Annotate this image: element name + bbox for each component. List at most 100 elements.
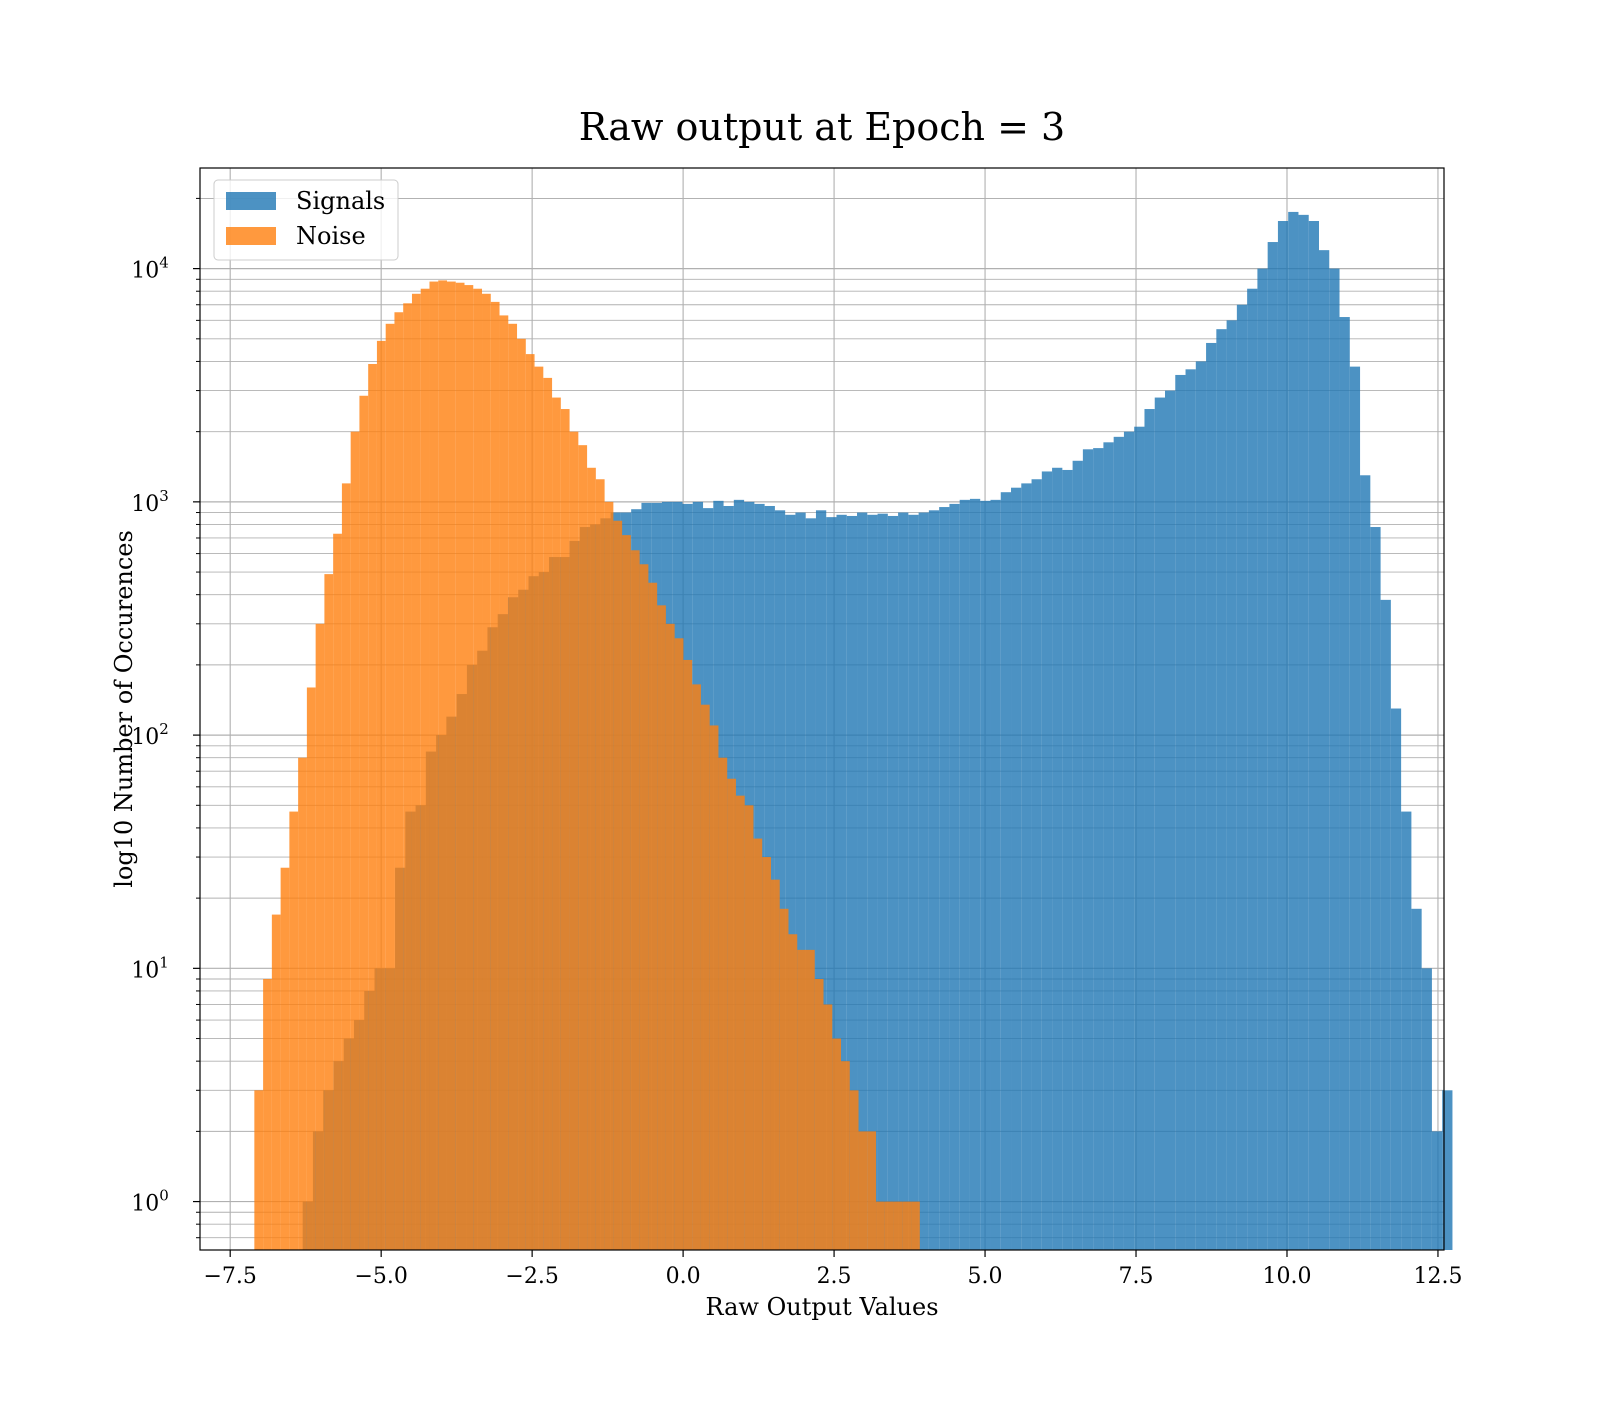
histogram-bar-signals (1103, 442, 1114, 1250)
histogram-bar-signals (1206, 342, 1217, 1250)
histogram-bar-noise (858, 1131, 868, 1250)
histogram-bar-noise (587, 467, 596, 1250)
histogram-bar-noise (289, 811, 299, 1250)
histogram-bar-noise (779, 908, 789, 1250)
histogram-bar-signals (1093, 448, 1104, 1250)
histogram-bar-noise (832, 1038, 842, 1250)
histogram-bar-noise (595, 479, 605, 1250)
histogram-bar-noise (657, 605, 666, 1250)
histogram-bar-signals (1442, 1090, 1453, 1250)
histogram-bar-signals (857, 512, 868, 1250)
histogram-bar-noise (727, 778, 736, 1250)
histogram-bar-noise (508, 323, 518, 1250)
histogram-bar-signals (1072, 460, 1083, 1250)
histogram-bar-noise (560, 409, 570, 1251)
histogram-bar-noise (648, 582, 658, 1250)
histogram-bar-noise (411, 293, 421, 1250)
x-tick-label: 12.5 (1413, 1264, 1462, 1289)
x-tick-label: −7.5 (203, 1264, 256, 1289)
histogram-bar-signals (1339, 317, 1350, 1251)
histogram-bar-signals (1360, 475, 1371, 1251)
histogram-bar-signals (898, 512, 909, 1250)
histogram-bar-signals (1041, 471, 1053, 1250)
histogram-bar-noise (368, 363, 377, 1250)
histogram-bar-signals (785, 514, 796, 1250)
histogram-bar-signals (1011, 487, 1022, 1250)
histogram-bar-noise (359, 395, 369, 1251)
histogram-bar-noise (876, 1201, 885, 1250)
y-tick-label: 103 (131, 487, 169, 517)
y-tick-label: 102 (131, 720, 169, 750)
histogram-bar-noise (762, 857, 771, 1250)
x-tick-label: 5.0 (968, 1264, 1003, 1289)
histogram-bar-signals (908, 514, 919, 1250)
histogram-bar-noise (525, 354, 535, 1250)
x-tick-label: −5.0 (354, 1264, 407, 1289)
histogram-bar-noise (823, 1004, 833, 1250)
histogram-bar-noise (324, 574, 334, 1250)
histogram-bar-signals (1288, 211, 1299, 1251)
legend-swatch-noise (226, 227, 276, 245)
histogram-bar-signals (949, 503, 960, 1250)
histogram-bar-signals (1431, 1131, 1443, 1250)
histogram-bar-noise (438, 280, 447, 1250)
histogram-bar-noise (867, 1131, 877, 1250)
histogram-bar-signals (1421, 968, 1432, 1250)
axis-ticks: −7.5 −5.0 −2.5 0.0 2.5 5.0 7.5 10.0 12.5 100 101 10… (131, 197, 1462, 1289)
histogram-bar-noise (376, 340, 386, 1250)
histogram-bar-noise (315, 623, 325, 1250)
histogram-bar-signals (969, 498, 981, 1250)
histogram-bar-noise (490, 301, 500, 1250)
histogram-bar-signals (1000, 492, 1012, 1250)
histogram-bar-noise (543, 377, 553, 1250)
histogram-bar-signals (1185, 369, 1196, 1250)
histogram-bar-signals (826, 517, 837, 1250)
histogram-bar-signals (939, 507, 950, 1250)
histogram-bar-signals (774, 510, 786, 1251)
histogram-bar-signals (1021, 483, 1032, 1250)
chart-legend: Signals Noise (213, 179, 399, 261)
histogram-bar-noise (263, 979, 272, 1250)
histogram-bar-noise (517, 338, 526, 1251)
histogram-bar-signals (1226, 320, 1237, 1250)
histogram-bar-signals (928, 510, 940, 1251)
histogram-bar-noise (911, 1201, 920, 1250)
histogram-bar-noise (753, 838, 763, 1250)
histogram-bar-signals (795, 512, 806, 1250)
histogram-bar-noise (814, 979, 824, 1250)
histogram-bar-signals (877, 513, 888, 1250)
x-tick-label: 7.5 (1119, 1264, 1154, 1289)
histogram-bar-noise (341, 483, 351, 1250)
histogram-bar-signals (980, 500, 991, 1251)
histogram-bar-noise (665, 623, 675, 1250)
histogram-bar-noise (306, 687, 316, 1250)
histogram-bar-signals (1216, 329, 1227, 1250)
histogram-bar-noise (797, 949, 806, 1250)
histogram-bar-signals (887, 515, 899, 1250)
histogram-bar-signals (1329, 268, 1340, 1251)
x-tick-label: 10.0 (1262, 1264, 1311, 1289)
histogram-bar-signals (1175, 374, 1186, 1250)
histogram-bar-signals (846, 515, 858, 1250)
histogram-bar-signals (1134, 426, 1145, 1250)
histogram-bar-noise (884, 1201, 894, 1250)
histogram-bar-noise (613, 520, 623, 1250)
histogram-bar-noise (254, 1090, 264, 1250)
histogram-bar-noise (639, 564, 649, 1250)
histogram-bar-signals (1308, 221, 1319, 1250)
histogram-bar-signals (1165, 390, 1176, 1250)
histogram-bar-noise (446, 281, 456, 1250)
histogram-bar-noise (420, 288, 430, 1251)
y-tick-label: 100 (131, 1187, 169, 1217)
histogram-bar-signals (1349, 366, 1361, 1251)
histogram-bar-noise (385, 323, 395, 1250)
histogram-bar-noise (298, 757, 307, 1250)
histogram-bar-noise (350, 431, 360, 1251)
histogram-bar-noise (735, 795, 745, 1250)
x-axis-label: Raw Output Values (705, 1293, 938, 1321)
histogram-bar-signals (1154, 397, 1166, 1250)
histogram-bar-signals (1113, 436, 1124, 1251)
histogram-bars (254, 211, 1453, 1251)
histogram-bar-noise (709, 725, 719, 1250)
